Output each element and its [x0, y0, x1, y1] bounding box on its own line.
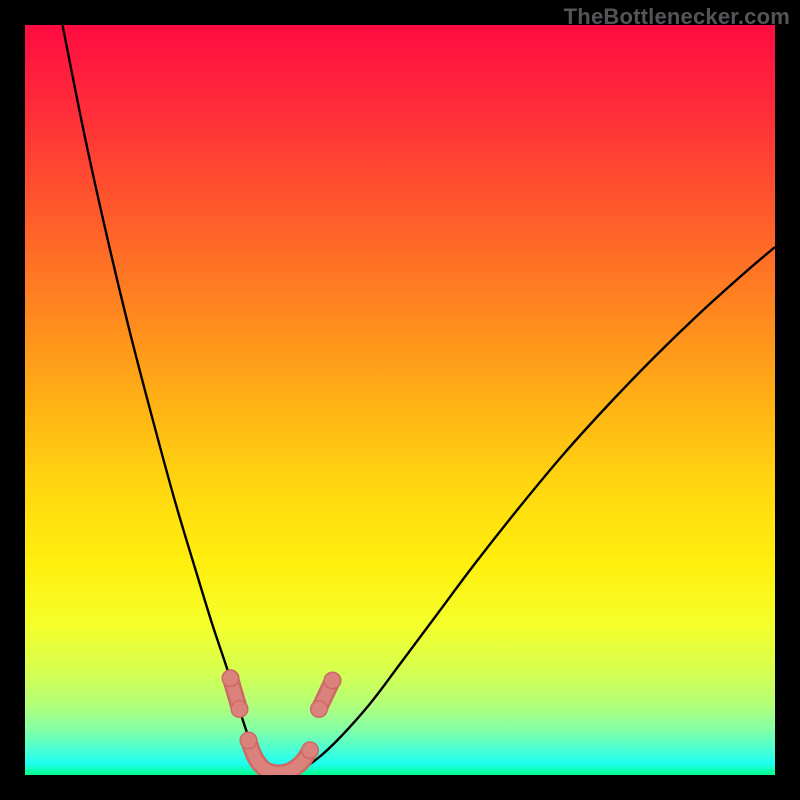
curve-right-arm	[273, 247, 776, 775]
valley-markers	[221, 669, 341, 773]
marker-right-upper	[310, 671, 342, 718]
curve-overlay	[25, 25, 775, 775]
curve-left-arm	[63, 25, 273, 775]
marker-bottom-u	[239, 731, 319, 773]
chart-root: TheBottlenecker.com	[0, 0, 800, 800]
marker-left-upper	[221, 669, 248, 718]
plot-area	[25, 25, 775, 775]
